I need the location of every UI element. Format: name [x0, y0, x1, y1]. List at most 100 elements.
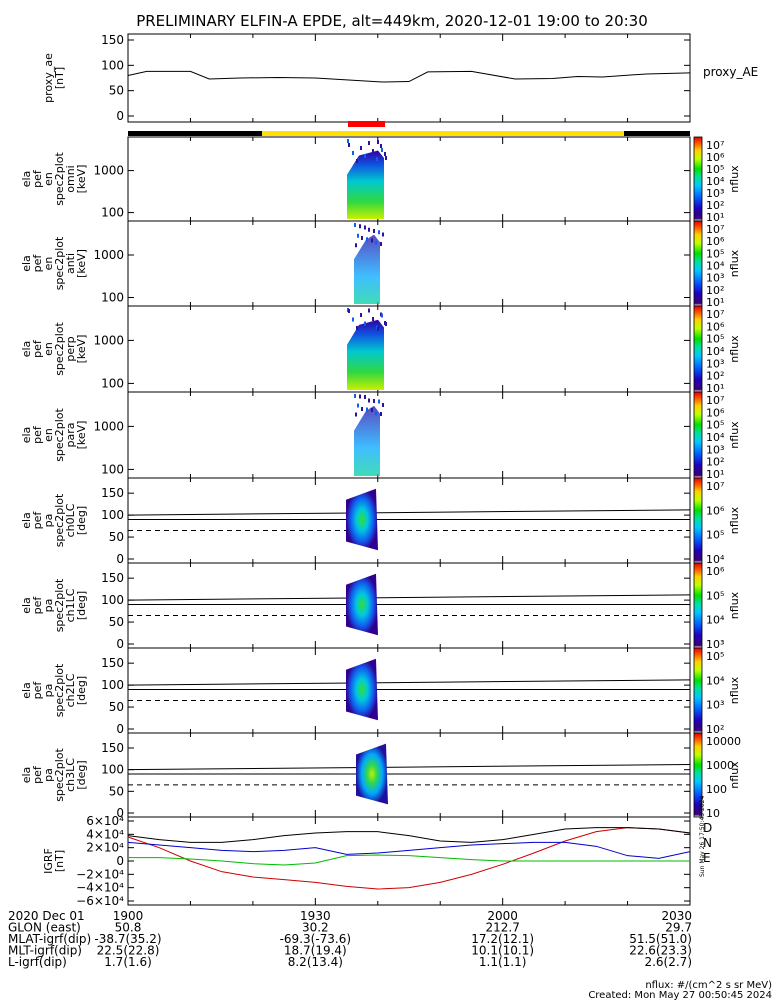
- spectrogram-3-colorbar-tick: 10²: [706, 456, 724, 469]
- pitch-angle-1-colorbar-tick: 10⁴: [706, 614, 725, 627]
- pitch-angle-1-ytick-label: 50: [109, 615, 124, 629]
- spectrogram-0-pixel: [385, 156, 387, 160]
- pitch-angle-3-flux: [356, 743, 388, 805]
- spectrogram-1-ylabel-5: [keV]: [75, 249, 88, 278]
- pitch-angle-1-colorbar-label: nflux: [728, 591, 741, 619]
- ephemeris-value-3-1: 18.7(19.4): [284, 944, 347, 958]
- pitch-angle-3-colorbar-tick: 10: [706, 807, 720, 820]
- pitch-angle-2-ylabel-2: pa: [42, 684, 55, 698]
- spectrogram-0-pixel: [364, 154, 366, 158]
- spectrogram-3-colorbar-tick: 10⁵: [706, 419, 724, 432]
- spectrogram-1-pixel: [357, 233, 359, 238]
- spectrogram-3-colorbar-tick: 10¹: [706, 468, 724, 481]
- pitch-angle-0-colorbar-tick: 10⁵: [706, 529, 724, 542]
- ephemeris-value-4-3: 2.6(2.7): [644, 955, 692, 969]
- spectrogram-0-pixel: [348, 143, 350, 147]
- igrf-ytick-label: −2×10⁴: [76, 867, 124, 881]
- igrf-line-1: [127, 841, 691, 859]
- spectrogram-1-ytick-label: 100: [101, 291, 124, 305]
- spectrogram-3-pixel: [380, 412, 382, 416]
- spectrogram-3-ylabel-1: pef: [31, 425, 44, 444]
- pitch-angle-3-frame: [127, 732, 691, 818]
- pitch-angle-2-ytick-label: 0: [116, 722, 124, 736]
- spectrogram-1-pixel: [354, 223, 356, 227]
- pitch-angle-3-colorbar-tick: 1000: [706, 759, 734, 772]
- spectrogram-1-ytick-label: 1000: [93, 248, 124, 262]
- spectrogram-1-ylabel-4: anti: [64, 253, 77, 274]
- ephemeris-value-0-3: 2030: [661, 909, 692, 923]
- pitch-angle-0-ylabel-0: ela: [20, 512, 33, 529]
- spectrogram-3-ylabel-4: para: [64, 423, 77, 448]
- spectrogram-0-colorbar: [693, 136, 703, 222]
- spectrogram-3-colorbar-tick: 10⁷: [706, 394, 724, 407]
- spectrogram-1-pixel: [373, 229, 375, 233]
- spectrogram-0-flux: [347, 150, 384, 219]
- ephemeris-value-1-2: 212.7: [485, 921, 519, 935]
- pitch-angle-0-colorbar-tick: 10⁴: [706, 553, 725, 566]
- spectrogram-0-colorbar-tick: 10⁶: [706, 151, 725, 164]
- proxy-ae-legend: proxy_AE: [703, 65, 758, 79]
- ephemeris-value-0-1: 1930: [300, 909, 331, 923]
- spectrogram-3-pixel: [354, 394, 356, 398]
- spectrogram-3-pixel: [361, 407, 363, 411]
- ephemeris-label-0: 2020 Dec 01: [8, 909, 85, 923]
- pitch-angle-0-frame: [127, 477, 691, 564]
- pitch-angle-2-ylabel-5: [deg]: [75, 676, 88, 705]
- spectrogram-2-colorbar-tick: 10⁷: [706, 308, 724, 321]
- spectrogram-3-pixel: [382, 403, 384, 407]
- igrf-legend-N: N: [703, 836, 712, 850]
- ephemeris-label-1: GLON (east): [8, 921, 81, 935]
- spectrogram-1-colorbar-tick: 10⁶: [706, 235, 725, 248]
- pitch-angle-2-flux: [346, 658, 378, 721]
- igrf-ytick-label: 4×10⁴: [86, 827, 124, 841]
- spectrogram-3-ytick-label: 1000: [93, 419, 124, 433]
- spectrogram-0-ytick-label: 100: [101, 206, 124, 220]
- footer-units: nflux: #/(cm^2 s sr MeV): [645, 980, 772, 991]
- pitch-angle-0-ylabel-5: [deg]: [75, 506, 88, 535]
- spectrogram-0-pixel: [368, 141, 370, 145]
- spectrogram-1-pixel: [380, 242, 382, 246]
- pitch-angle-1-colorbar-tick: 10³: [706, 638, 724, 651]
- spectrogram-0-ylabel-4: omni: [64, 165, 77, 192]
- spectrogram-1-pixel: [378, 230, 380, 235]
- spectrogram-1-pixel: [375, 240, 377, 245]
- igrf-line-3: [127, 827, 691, 843]
- spectrogram-0-colorbar-tick: 10³: [706, 187, 724, 200]
- spectrogram-0-pixel: [347, 139, 349, 143]
- pitch-angle-1-ylabel-5: [deg]: [75, 591, 88, 620]
- spectrogram-1-flux: [354, 234, 380, 304]
- ephemeris-label-2: MLAT-igrf(dip): [8, 932, 91, 946]
- spectrogram-2-pixel: [368, 308, 370, 313]
- pitch-angle-0-ylabel-1: pef: [31, 511, 44, 530]
- pitch-angle-3-ytick-label: 150: [101, 741, 124, 755]
- ephemeris-value-2-2: 17.2(12.1): [471, 932, 534, 946]
- spectrogram-0-ylabel-0: ela: [20, 171, 33, 188]
- spectrogram-1-pixel: [359, 224, 361, 229]
- spectrogram-3-colorbar-tick: 10⁶: [706, 406, 725, 419]
- pitch-angle-2-ylabel-0: ela: [20, 682, 33, 699]
- spectrogram-1-colorbar-tick: 10²: [706, 284, 724, 297]
- pitch-angle-2-ylabel-3: spec2plot: [53, 663, 66, 717]
- ephemeris-value-2-1: -69.3(-73.6): [280, 932, 351, 946]
- spectrogram-3-pixel: [371, 408, 373, 412]
- pitch-angle-3-colorbar: [693, 732, 703, 818]
- ephemeris-value-1-3: 29.7: [665, 921, 692, 935]
- spectrogram-3-colorbar: [693, 391, 703, 479]
- spectrogram-2-colorbar-tick: 10²: [706, 370, 724, 383]
- pitch-angle-0-loss-cone-upper: [127, 509, 691, 516]
- spectrogram-2-pixel: [360, 313, 362, 317]
- spectrogram-0-pixel: [360, 146, 362, 150]
- spectrogram-3-ylabel-3: spec2plot: [53, 408, 66, 462]
- pitch-angle-1-colorbar-tick: 10⁵: [706, 589, 724, 602]
- spectrogram-3-ylabel-0: ela: [20, 427, 33, 444]
- ephemeris-value-3-0: 22.5(22.8): [97, 944, 160, 958]
- pitch-angle-0-ytick-label: 100: [101, 508, 124, 522]
- pitch-angle-2-colorbar-tick: 10⁴: [706, 674, 725, 687]
- spectrogram-0-ylabel-2: en: [42, 172, 55, 186]
- pitch-angle-2-colorbar: [693, 647, 703, 734]
- spectrogram-0-colorbar-label: nflux: [728, 165, 741, 193]
- spectrogram-0-ylabel-5: [keV]: [75, 165, 88, 194]
- spectrogram-0-ylabel-1: pef: [31, 169, 44, 188]
- pitch-angle-2-loss-cone-upper: [127, 679, 691, 686]
- spectrogram-2-colorbar-label: nflux: [728, 335, 741, 363]
